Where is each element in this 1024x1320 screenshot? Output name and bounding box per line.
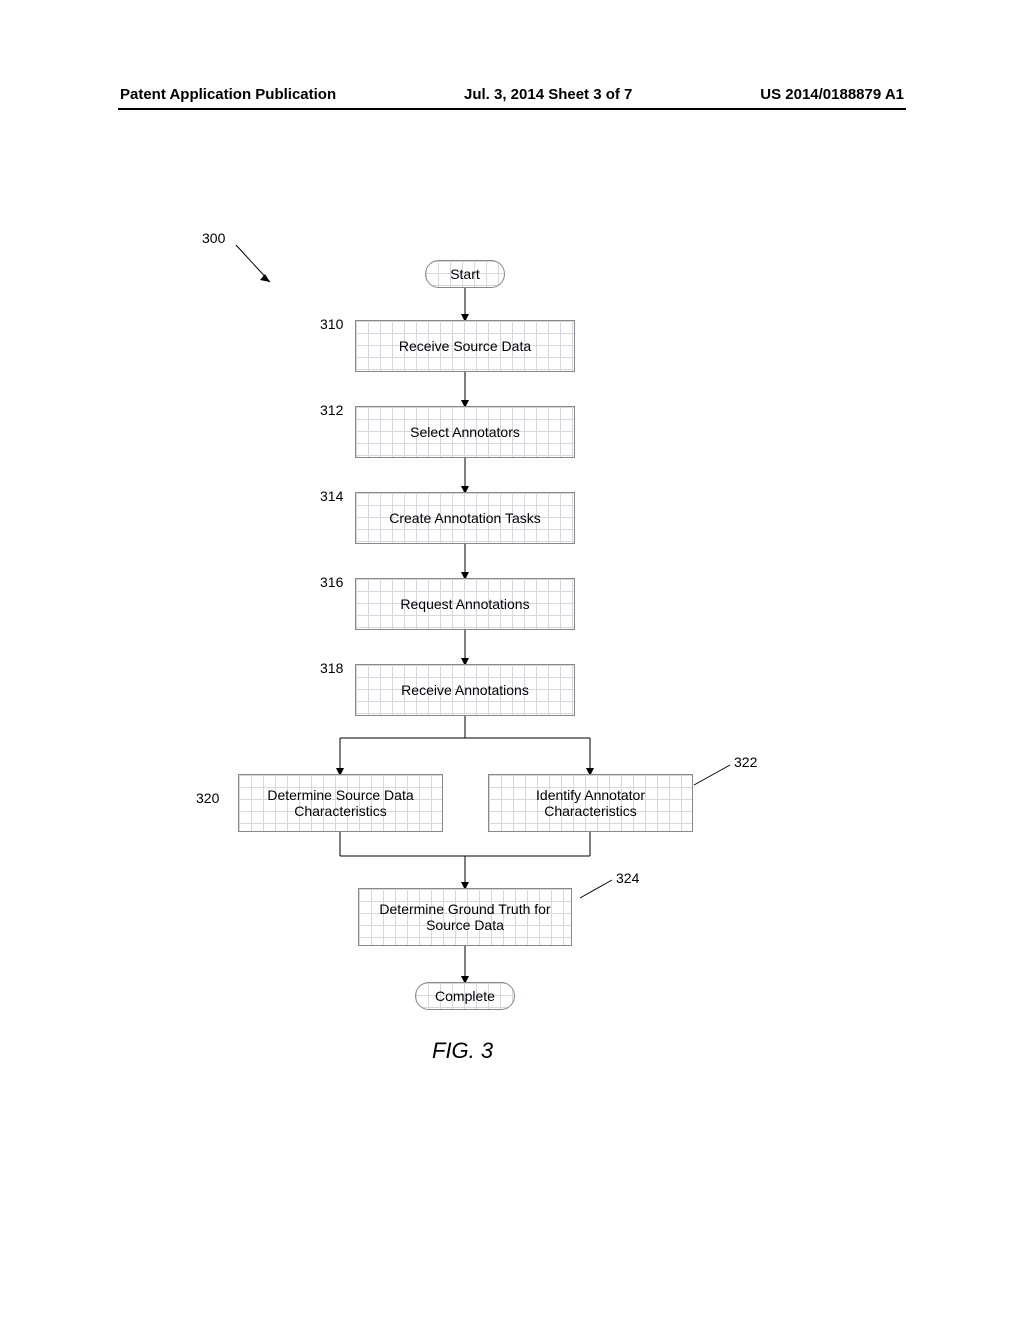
ref-312: 312: [320, 402, 343, 418]
process-314: Create Annotation Tasks: [355, 492, 575, 544]
ref-316: 316: [320, 574, 343, 590]
process-318-label: Receive Annotations: [401, 682, 529, 698]
figure-caption: FIG. 3: [432, 1038, 493, 1064]
process-324-label: Determine Ground Truth for Source Data: [363, 901, 567, 933]
ref-310: 310: [320, 316, 343, 332]
terminal-complete-label: Complete: [435, 988, 495, 1004]
process-310-label: Receive Source Data: [399, 338, 531, 354]
flowchart-diagram: 300 Start 310 Receive Source Data 312 Se…: [0, 230, 1024, 1100]
ref-300: 300: [202, 230, 225, 246]
process-324: Determine Ground Truth for Source Data: [358, 888, 572, 946]
process-318: Receive Annotations: [355, 664, 575, 716]
page-header: Patent Application Publication Jul. 3, 2…: [0, 86, 1024, 103]
process-312: Select Annotators: [355, 406, 575, 458]
header-rule: [118, 108, 906, 110]
terminal-start-label: Start: [450, 266, 480, 282]
ref-320: 320: [196, 790, 219, 806]
process-316: Request Annotations: [355, 578, 575, 630]
process-316-label: Request Annotations: [400, 596, 529, 612]
process-314-label: Create Annotation Tasks: [389, 510, 541, 526]
header-left: Patent Application Publication: [120, 86, 336, 103]
process-320: Determine Source Data Characteristics: [238, 774, 443, 832]
header-right: US 2014/0188879 A1: [760, 86, 904, 103]
process-312-label: Select Annotators: [410, 424, 520, 440]
ref-318: 318: [320, 660, 343, 676]
process-320-label: Determine Source Data Characteristics: [243, 787, 438, 819]
process-310: Receive Source Data: [355, 320, 575, 372]
process-322: Identify Annotator Characteristics: [488, 774, 693, 832]
header-center: Jul. 3, 2014 Sheet 3 of 7: [464, 86, 632, 103]
process-322-label: Identify Annotator Characteristics: [493, 787, 688, 819]
terminal-start: Start: [425, 260, 505, 288]
terminal-complete: Complete: [415, 982, 515, 1010]
ref-324: 324: [616, 870, 639, 886]
ref-322: 322: [734, 754, 757, 770]
ref-314: 314: [320, 488, 343, 504]
